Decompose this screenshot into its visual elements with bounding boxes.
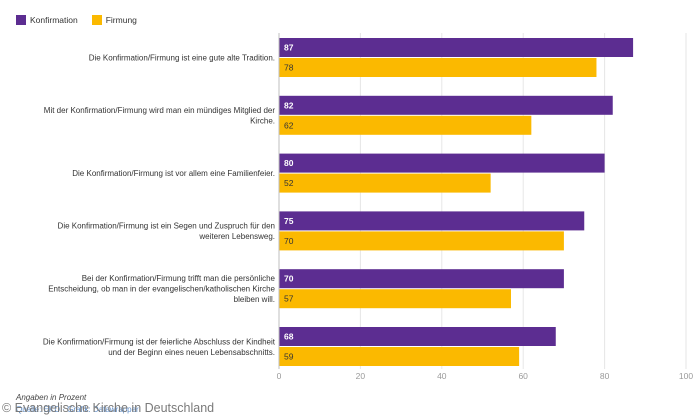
category-label-line: weiteren Lebensweg. xyxy=(198,232,275,241)
category-label-line: Die Konfirmation/Firmung ist ein Segen u… xyxy=(58,222,275,231)
bar xyxy=(279,269,564,289)
bar-value-label: 82 xyxy=(284,100,294,110)
category-label: Die Konfirmation/Firmung ist der feierli… xyxy=(43,337,276,357)
bar-value-label: 68 xyxy=(284,332,294,342)
bar xyxy=(279,153,605,173)
bar-value-label: 57 xyxy=(284,294,294,304)
bar-value-label: 75 xyxy=(284,216,294,226)
bar-value-label: 70 xyxy=(284,236,294,246)
bar xyxy=(279,95,613,115)
category-label: Die Konfirmation/Firmung ist vor allem e… xyxy=(72,169,275,178)
legend-label-konfirmation: Konfirmation xyxy=(30,15,78,25)
bar xyxy=(279,38,634,57)
x-tick-label: 20 xyxy=(356,371,366,381)
bar xyxy=(279,173,491,193)
x-tick-label: 0 xyxy=(277,371,282,381)
bar-value-label: 87 xyxy=(284,43,294,53)
bar xyxy=(279,231,564,251)
bar-value-label: 78 xyxy=(284,63,294,73)
category-label: Die Konfirmation/Firmung ist eine gute a… xyxy=(89,54,275,63)
category-label-line: Die Konfirmation/Firmung ist eine gute a… xyxy=(89,54,275,63)
category-label-line: bleiben will. xyxy=(234,295,275,304)
bar xyxy=(279,58,597,77)
bar xyxy=(279,347,520,366)
category-label-line: und der Beginn eines neuen Lebensabschni… xyxy=(108,348,275,357)
bar-value-label: 59 xyxy=(284,352,294,362)
legend: Konfirmation Firmung xyxy=(16,15,137,25)
category-label: Die Konfirmation/Firmung ist ein Segen u… xyxy=(58,222,275,242)
bar-value-label: 52 xyxy=(284,178,294,188)
bar xyxy=(279,289,511,309)
copyright-notice: © Evangelische Kirche in Deutschland xyxy=(2,401,215,415)
category-label-line: Bei der Konfirmation/Firmung trifft man … xyxy=(82,274,276,283)
source-credit-link[interactable]: Quelle: EKD · Grafik: Datawrapper xyxy=(16,405,139,414)
legend-swatch-firmung xyxy=(91,15,102,25)
bar-value-label: 70 xyxy=(284,274,294,284)
category-label-line: Mit der Konfirmation/Firmung wird man ei… xyxy=(44,106,276,115)
legend-item-konfirmation: Konfirmation xyxy=(16,15,78,25)
bar-chart: 0 20 40 60 80 100 87 78 Die Konfirmation/Firmung… xyxy=(43,33,693,381)
category-label-line: Die Konfirmation/Firmung ist vor allem e… xyxy=(72,169,275,178)
unit-note: Angaben in Prozent xyxy=(16,393,87,402)
bar xyxy=(279,115,532,135)
bar-value-label: 62 xyxy=(284,120,294,130)
category-label: Mit der Konfirmation/Firmung wird man ei… xyxy=(44,106,276,126)
x-tick-label: 40 xyxy=(437,371,447,381)
legend-item-firmung: Firmung xyxy=(91,15,137,25)
category-label-line: Kirche. xyxy=(250,117,275,126)
category-label-line: Die Konfirmation/Firmung ist der feierli… xyxy=(43,337,276,346)
category-label-line: Entscheidung, ob man in der evangelische… xyxy=(48,285,275,294)
bar-value-label: 80 xyxy=(284,158,294,168)
legend-label-firmung: Firmung xyxy=(105,15,137,25)
category-label: Bei der Konfirmation/Firmung trifft man … xyxy=(48,274,275,304)
bar xyxy=(279,327,556,346)
x-tick-label: 80 xyxy=(600,371,610,381)
bar xyxy=(279,211,585,231)
x-tick-label: 100 xyxy=(679,371,693,381)
legend-swatch-konfirmation xyxy=(16,15,26,25)
x-tick-label: 60 xyxy=(518,371,528,381)
